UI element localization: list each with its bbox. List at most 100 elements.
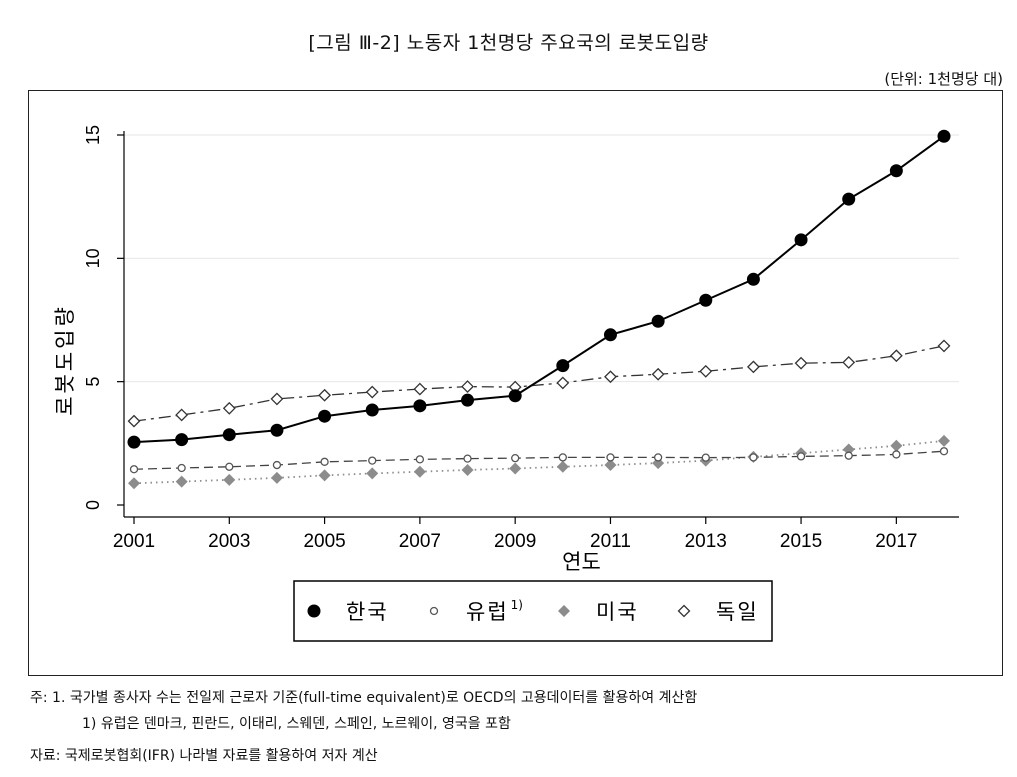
data-point	[461, 463, 474, 476]
data-point	[939, 447, 949, 456]
x-tick-label: 2013	[685, 531, 727, 552]
data-point	[127, 435, 141, 449]
data-point	[701, 453, 710, 462]
data-point	[699, 364, 713, 378]
data-point	[699, 293, 713, 307]
data-point	[270, 423, 284, 437]
data-point	[606, 453, 615, 462]
data-point	[937, 339, 951, 353]
legend-marker	[677, 604, 691, 618]
data-point	[651, 314, 665, 328]
data-point	[415, 455, 425, 464]
data-point	[366, 467, 379, 480]
data-point	[556, 376, 570, 390]
data-point	[463, 454, 472, 463]
data-point	[365, 403, 379, 417]
x-tick-label: 2017	[875, 531, 917, 552]
data-point	[938, 434, 950, 447]
x-tick-label: 2015	[780, 531, 822, 552]
y-axis-title: 로봇도입량	[53, 304, 77, 416]
data-point	[368, 456, 377, 465]
data-point	[318, 469, 331, 482]
x-tick-label: 2003	[208, 531, 250, 552]
data-point	[937, 129, 951, 143]
data-point	[413, 399, 427, 413]
series-line-한국	[133, 135, 945, 444]
data-point	[511, 453, 520, 463]
data-point	[175, 475, 188, 488]
series-lines	[133, 135, 945, 485]
data-point	[365, 385, 379, 399]
data-point	[270, 471, 283, 484]
legend-marker	[307, 604, 321, 618]
data-point	[603, 328, 617, 342]
source-note: 자료: 국제로봇협회(IFR) 나라별 자료를 활용하여 저자 계산	[30, 748, 378, 764]
footnotes: 주: 1. 국가별 종사자 수는 전일제 근로자 기준(full-time eq…	[30, 685, 697, 737]
data-point	[128, 477, 140, 490]
data-point	[890, 439, 903, 452]
series-markers	[127, 129, 951, 490]
data-point	[556, 460, 569, 473]
data-point	[223, 473, 236, 486]
legend-label: 한국	[346, 600, 389, 624]
y-tick-label: 5	[83, 377, 103, 387]
data-point	[749, 453, 758, 462]
data-point	[892, 450, 901, 459]
data-point	[653, 453, 663, 462]
data-point	[842, 192, 856, 206]
legend: 한국 유럽 1) 미국 독일	[293, 580, 773, 642]
footnote-1: 주: 1. 국가별 종사자 수는 전일제 근로자 기준(full-time eq…	[30, 690, 698, 706]
x-axis-title: 연도	[562, 550, 601, 574]
data-point	[508, 389, 522, 403]
x-tick-label: 2007	[399, 531, 441, 552]
data-point	[461, 380, 474, 394]
data-point	[794, 233, 808, 247]
unit-label: (단위: 1천명당 대)	[884, 70, 1003, 88]
data-point	[746, 272, 760, 286]
data-point	[651, 367, 665, 381]
data-point	[413, 465, 426, 478]
data-point	[889, 164, 903, 178]
x-tick-label: 2001	[113, 531, 155, 552]
data-point	[604, 459, 617, 472]
figure-title: [그림 Ⅲ-2] 노동자 1천명당 주요국의 로봇도입량	[308, 32, 709, 54]
y-tick-label: 15	[83, 125, 103, 145]
data-point	[225, 462, 234, 471]
x-tick-label: 2009	[494, 531, 536, 552]
legend-label: 유럽	[466, 600, 509, 624]
data-point	[222, 401, 236, 415]
y-tick-label: 0	[83, 500, 103, 510]
data-point	[175, 408, 189, 422]
x-tick-label: 2011	[590, 531, 631, 552]
data-point	[127, 414, 141, 428]
x-tick-label: 2005	[303, 531, 345, 552]
series-line-미국	[133, 439, 945, 485]
axes: 0 5 10 15 2001 2003 2005 2007 2009 2011 2013 2015 20…	[53, 125, 959, 574]
data-point	[842, 356, 856, 369]
data-point	[318, 409, 332, 423]
footnote-2: 1) 유럽은 덴마크, 핀란드, 이태리, 스웨덴, 스페인, 노르웨이, 영국…	[82, 716, 511, 732]
grid-lines	[124, 134, 959, 383]
y-tick-label: 10	[83, 248, 103, 268]
data-point	[461, 393, 475, 407]
legend-box	[293, 580, 773, 642]
legend-superscript: 1)	[511, 598, 523, 612]
data-point	[320, 457, 329, 466]
data-point	[129, 465, 139, 474]
data-point	[604, 370, 617, 384]
data-point	[556, 359, 570, 373]
line-chart: 0 5 10 15 2001 2003 2005 2007 2009 2011 2013 2015 20…	[53, 125, 959, 642]
data-point	[318, 388, 332, 402]
data-point	[842, 443, 855, 456]
chart-frame: 0 5 10 15 2001 2003 2005 2007 2009 2011 2013 2015 20…	[28, 90, 1003, 676]
data-point	[746, 360, 760, 374]
data-point	[509, 462, 522, 475]
data-point	[175, 433, 189, 447]
legend-marker	[558, 605, 570, 617]
data-point	[889, 349, 903, 363]
data-point	[413, 382, 427, 396]
data-point	[272, 460, 282, 470]
series-line-독일	[133, 345, 945, 422]
data-point	[177, 463, 186, 473]
data-point	[844, 451, 853, 460]
